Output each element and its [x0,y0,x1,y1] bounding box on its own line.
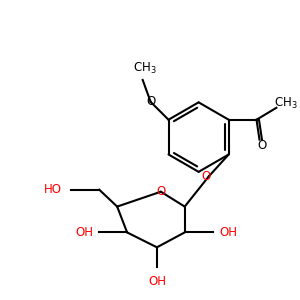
Text: O: O [258,139,267,152]
Text: OH: OH [220,226,238,239]
Text: OH: OH [75,226,93,239]
Text: HO: HO [44,183,62,196]
Text: CH$_3$: CH$_3$ [274,96,298,111]
Text: OH: OH [148,275,166,288]
Text: O: O [156,185,166,198]
Text: O: O [201,170,211,183]
Text: CH$_3$: CH$_3$ [133,61,157,76]
Text: O: O [146,95,155,108]
